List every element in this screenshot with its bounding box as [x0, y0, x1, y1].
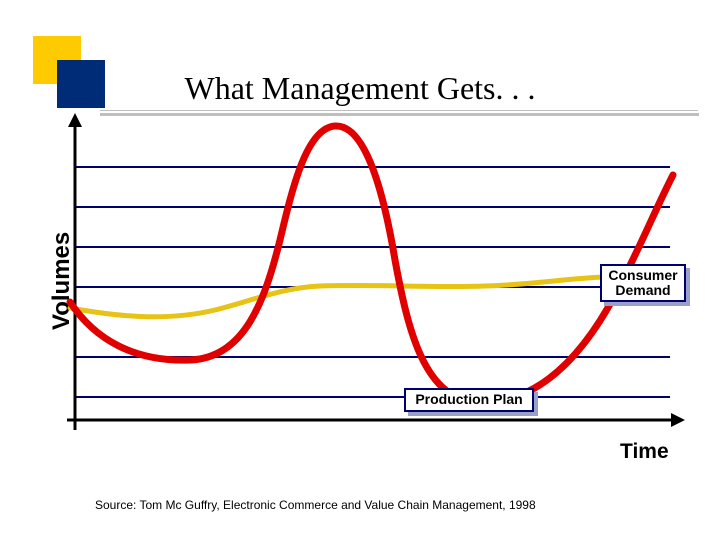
slide: What Management Gets. . . Volumes Consum…	[0, 0, 720, 540]
x-axis-label: Time	[620, 440, 669, 464]
title-rule-thin	[100, 110, 698, 111]
slide-title: What Management Gets. . .	[0, 70, 720, 107]
y-axis-label: Volumes	[48, 232, 76, 330]
legend-consumer-demand: Consumer Demand	[600, 264, 686, 302]
source-citation: Source: Tom Mc Guffry, Electronic Commer…	[95, 498, 536, 512]
legend-production-plan: Production Plan	[404, 388, 534, 412]
chart-area	[75, 130, 670, 420]
chart-curves	[75, 130, 670, 420]
title-rule-thick	[100, 113, 699, 116]
